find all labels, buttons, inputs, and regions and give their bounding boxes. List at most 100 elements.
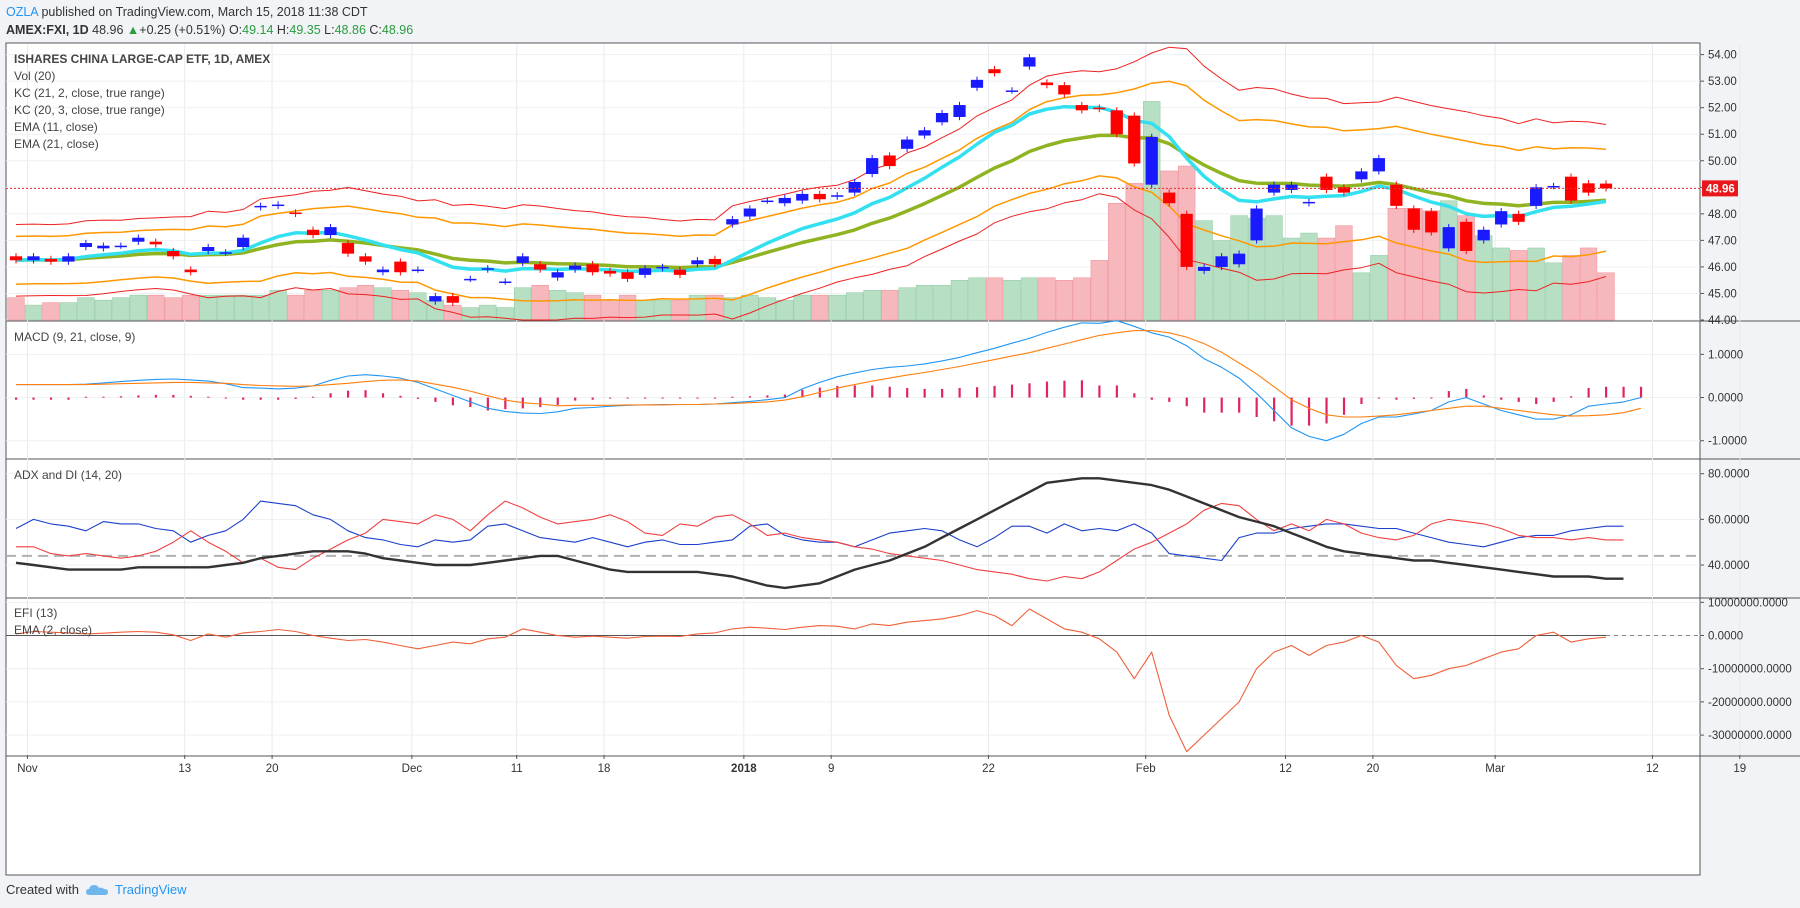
macd-histogram-bar: [1063, 380, 1066, 398]
volume-bar: [1300, 232, 1318, 321]
efi-pane[interactable]: [6, 608, 1700, 753]
time-axis-label: Mar: [1485, 763, 1505, 775]
candle-body: [883, 155, 896, 167]
macd-histogram-bar: [119, 396, 123, 398]
candle-body: [9, 256, 23, 261]
candle-body: [551, 272, 564, 278]
time-axis-label: 20: [266, 763, 279, 775]
efi-tick-label: 10000000.0000: [1708, 597, 1788, 609]
macd-histogram-bar: [224, 397, 227, 399]
macd-histogram-bar: [1115, 385, 1118, 398]
macd-histogram-bar: [32, 397, 35, 400]
publish-line: OZLA published on TradingView.com, March…: [6, 3, 413, 21]
macd-tick-label: 1.0000: [1708, 349, 1743, 361]
volume-bar: [147, 294, 165, 321]
macd-histogram-bar: [1587, 388, 1590, 398]
candle-body: [1093, 107, 1106, 110]
candle-body: [1529, 187, 1543, 206]
efi-tick-label: 0.0000: [1708, 631, 1743, 643]
volume-bar: [1073, 277, 1091, 321]
volume-bar: [776, 299, 794, 321]
macd-histogram-bar: [1342, 397, 1346, 415]
candle-body: [831, 195, 844, 197]
volume-bar: [1090, 260, 1108, 321]
macd-histogram-bar: [1570, 396, 1573, 398]
candle-body: [289, 212, 302, 215]
time-axis-label: Dec: [402, 763, 423, 775]
candle-body: [586, 264, 599, 273]
volume-bar: [1160, 170, 1178, 321]
volume-bar: [1370, 255, 1388, 321]
tradingview-link[interactable]: TradingView: [114, 882, 187, 897]
volume-bar: [880, 289, 899, 321]
chart-canvas[interactable]: 54.0053.0052.0051.0050.0049.0048.0047.00…: [0, 40, 1800, 878]
macd-histogram-bar: [1360, 397, 1363, 405]
candle-body: [1058, 85, 1071, 95]
volume-bar: [1352, 272, 1371, 321]
volume-bar: [217, 294, 235, 321]
macd-histogram-bar: [644, 397, 647, 399]
candle-body: [429, 296, 442, 302]
candle-body: [114, 245, 127, 248]
macd-histogram-bar: [1080, 380, 1084, 398]
time-axis-label: 12: [1279, 763, 1292, 775]
candle-body: [341, 243, 355, 254]
volume-bar: [1020, 277, 1039, 321]
time-axis[interactable]: Nov 13 20 Dec 11 18 2018 9 22 Feb 12 20 Mar 12 19: [17, 755, 1746, 775]
candle-body: [1442, 227, 1455, 249]
main-legend-item: KC (20, 3, close, true range): [14, 103, 165, 117]
candle-body: [778, 197, 791, 204]
candle-body: [621, 272, 634, 279]
candle-body: [1407, 208, 1420, 230]
author-name[interactable]: OZLA: [6, 5, 38, 19]
macd-histogram-bar: [1255, 397, 1258, 417]
volume-bar: [59, 302, 78, 321]
macd-histogram-bar: [137, 395, 140, 398]
macd-histogram-bar: [451, 397, 455, 406]
high-label: H:: [276, 23, 290, 37]
adx-pane[interactable]: [6, 477, 1700, 590]
macd-histogram-bar: [626, 397, 629, 399]
macd-histogram-bar: [906, 388, 909, 398]
price-value: 48.96: [92, 23, 124, 37]
macd-histogram-bar: [1325, 397, 1328, 424]
macd-histogram-bar: [364, 390, 367, 398]
candle-body: [324, 227, 337, 236]
macd-pane[interactable]: [15, 320, 1643, 442]
volume-bar: [1230, 215, 1248, 321]
time-axis-label: 18: [598, 763, 611, 775]
time-axis-label: 12: [1646, 763, 1659, 775]
volume-bar: [811, 294, 829, 321]
time-axis-label: Feb: [1136, 763, 1156, 775]
macd-histogram-bar: [556, 397, 559, 405]
macd-histogram-bar: [381, 393, 385, 398]
macd-histogram-bar: [1447, 391, 1450, 398]
macd-histogram-bar: [1133, 393, 1136, 398]
macd-histogram-bar: [1185, 397, 1188, 407]
candle-body: [464, 278, 477, 281]
candle-body: [1372, 158, 1385, 172]
macd-histogram-bar: [975, 387, 979, 398]
high-value: 49.35: [289, 23, 321, 37]
candle-body: [1302, 201, 1316, 204]
macd-histogram-bar: [1307, 397, 1311, 426]
symbol-label: AMEX:FXI, 1D: [6, 23, 89, 37]
efi-legend-item: EMA (2, close): [14, 623, 92, 637]
candle-body: [691, 260, 704, 265]
candle-body: [970, 79, 984, 88]
volume-bar: [199, 294, 217, 321]
candle-body: [27, 256, 40, 261]
macd-histogram-bar: [731, 396, 734, 398]
macd-histogram-bar: [434, 397, 437, 402]
time-axis-label: 2018: [731, 763, 757, 775]
main-legend-item: ISHARES CHINA LARGE-CAP ETF, 1D, AMEX: [14, 52, 270, 66]
macd-histogram-bar: [1273, 397, 1276, 422]
macd-histogram-bar: [1482, 395, 1485, 398]
candle-body: [271, 204, 285, 207]
candle-body: [743, 208, 756, 217]
candle-body: [1547, 185, 1560, 188]
macd-histogram-bar: [661, 397, 664, 399]
candle-body: [900, 139, 914, 149]
candle-body: [1495, 211, 1508, 225]
price-pane[interactable]: [6, 46, 1700, 321]
